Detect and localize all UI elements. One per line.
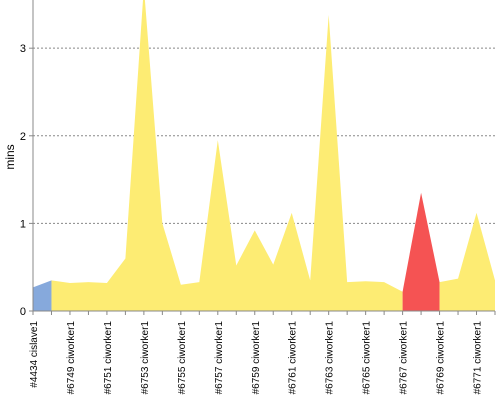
y-tick-label: 0	[20, 306, 26, 318]
area-series	[33, 0, 495, 311]
y-tick-label: 2	[20, 131, 26, 143]
y-tick-labels: 0 1 2 3	[20, 43, 33, 318]
x-tick-label: #6757 ciworker1	[214, 321, 225, 395]
area-segment-stable	[33, 280, 52, 311]
x-tick-label: #6767 ciworker1	[399, 321, 410, 395]
axes	[32, 0, 495, 312]
x-tick-label: #6755 ciworker1	[177, 321, 188, 395]
x-tick-label: #6765 ciworker1	[362, 321, 373, 395]
x-tick-label: #6761 ciworker1	[288, 321, 299, 395]
area-segment-unstable	[51, 0, 403, 311]
x-tick-label: #4434 cislave1	[29, 321, 40, 388]
x-tick-label: #6769 ciworker1	[436, 321, 447, 395]
grid-lines	[33, 47, 495, 224]
x-tick-labels: #4434 cislave1 #6749 ciworker1 #6751 ciwor…	[29, 311, 496, 395]
x-tick-label: #6749 ciworker1	[66, 321, 77, 395]
x-tick-label: #6771 ciworker1	[473, 321, 484, 395]
x-tick-label: #6763 ciworker1	[325, 321, 336, 395]
y-tick-label: 3	[20, 43, 26, 55]
y-tick-label: 1	[20, 218, 26, 230]
x-tick-label: #6759 ciworker1	[251, 321, 262, 395]
x-tick-label: #6751 ciworker1	[103, 321, 114, 395]
area-segment-failed	[402, 192, 440, 311]
area-segment-unstable	[439, 212, 495, 311]
x-tick-label: #6753 ciworker1	[140, 321, 151, 395]
y-axis-label: mins	[3, 144, 17, 169]
